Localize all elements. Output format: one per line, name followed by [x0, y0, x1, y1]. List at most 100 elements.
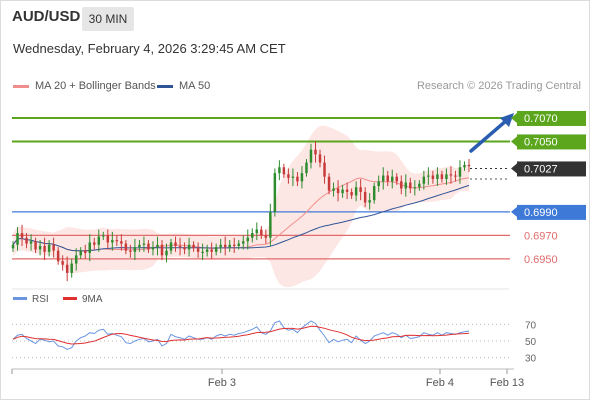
candle-body	[291, 176, 295, 178]
candle-body	[445, 174, 448, 180]
legend-ma20-label: MA 20 + Bollinger Bands	[35, 80, 156, 92]
candle-body	[287, 174, 290, 178]
candle-body	[25, 237, 28, 244]
candle-body	[97, 236, 101, 245]
candle-body	[404, 182, 408, 189]
candle-body	[38, 245, 42, 250]
candle-body	[264, 235, 268, 238]
forecast-arrow-shaft	[469, 118, 509, 153]
candle-body	[11, 244, 15, 249]
candle-body	[237, 243, 240, 246]
candle-body	[391, 176, 394, 182]
candle-body	[314, 149, 317, 155]
symbol-label: AUD/USD	[12, 8, 81, 25]
candle-body	[174, 242, 177, 246]
candle-body	[196, 248, 200, 252]
candle-body	[354, 187, 358, 196]
rsi-line	[12, 320, 470, 350]
candle-body	[345, 189, 349, 192]
candle-body	[427, 175, 430, 177]
level-label-0.6990: 0.6990	[524, 207, 558, 219]
candle-body	[151, 247, 155, 250]
candle-body	[332, 188, 335, 191]
candle-body	[205, 249, 209, 252]
candle-body	[111, 240, 114, 243]
level-badge-pointer	[511, 206, 517, 217]
candle-body	[178, 245, 182, 248]
x-tick-label-Feb-3: Feb 3	[208, 377, 236, 389]
level-badge-pointer	[511, 112, 517, 123]
candle-body	[372, 186, 376, 201]
candle-body	[400, 181, 403, 189]
candle-body	[210, 249, 213, 252]
level-badge-pointer	[511, 163, 517, 174]
candle-body	[440, 174, 444, 180]
candle-body	[88, 242, 91, 253]
candle-body	[79, 250, 82, 256]
candle-body	[363, 191, 367, 203]
candle-body	[282, 167, 286, 175]
level-badge-0.7050: 0.7050	[511, 134, 586, 150]
legend-ma20: MA 20 + Bollinger Bands	[13, 80, 156, 92]
candle-body	[56, 250, 60, 262]
candle-body	[124, 243, 128, 251]
candle-body	[323, 162, 326, 177]
candle-body	[187, 244, 191, 250]
candle-body	[395, 176, 399, 182]
candle-body	[192, 244, 195, 249]
candle-body	[422, 176, 426, 184]
candle-body	[467, 164, 471, 167]
candle-body	[300, 173, 304, 182]
timeframe-button[interactable]: 30 MIN	[82, 7, 134, 31]
legend-ma50-swatch	[157, 84, 173, 88]
candle-body	[93, 242, 96, 245]
candle-body	[228, 244, 231, 248]
candle-body	[377, 181, 380, 187]
level-badge-bg	[517, 134, 586, 150]
candle-body	[449, 174, 453, 176]
candle-body	[165, 250, 168, 256]
legend-swatch-9MA	[63, 297, 77, 300]
level-label-0.6950: 0.6950	[524, 254, 558, 266]
candle-body	[409, 182, 412, 189]
level-label-0.6970: 0.6970	[524, 230, 558, 242]
candle-body	[70, 263, 73, 273]
forecast-arrow-head	[500, 113, 514, 127]
candle-body	[260, 229, 263, 236]
candle-body	[413, 187, 417, 189]
candle-body	[418, 183, 421, 188]
candle-body	[52, 244, 55, 251]
candle-body	[219, 244, 222, 248]
rsi-tick-50: 50	[525, 337, 537, 348]
level-label-0.7070: 0.7070	[524, 113, 558, 125]
candle-body	[183, 247, 186, 250]
level-label-0.7050: 0.7050	[524, 136, 558, 148]
candle-body	[16, 233, 19, 245]
candle-body	[61, 261, 64, 265]
candle-body	[120, 241, 123, 244]
level-badge-bg	[517, 161, 586, 177]
candle-body	[34, 241, 37, 250]
candle-body	[223, 244, 227, 248]
chart-datetime: Wednesday, February 4, 2026 3:29:45 AM C…	[13, 41, 286, 56]
candle-body	[350, 191, 353, 196]
candle-body	[133, 247, 137, 252]
x-tick-label-Feb-13: Feb 13	[490, 377, 524, 389]
candle-body	[336, 188, 340, 194]
candle-body	[160, 244, 164, 256]
level-badge-0.7027: 0.7027	[511, 161, 586, 177]
level-badge-pointer	[511, 136, 517, 147]
level-badge-0.7070: 0.7070	[511, 110, 586, 126]
legend-label-RSI: RSI	[32, 294, 49, 305]
candle-body	[20, 233, 24, 238]
legend-swatch-RSI	[13, 297, 27, 300]
candle-body	[201, 251, 204, 254]
legend-label-9MA: 9MA	[82, 294, 103, 305]
candle-body	[327, 176, 331, 191]
candle-body	[251, 233, 254, 238]
candle-body	[74, 255, 78, 264]
candle-body	[359, 187, 362, 192]
candle-body	[169, 242, 173, 251]
candle-body	[368, 200, 371, 203]
